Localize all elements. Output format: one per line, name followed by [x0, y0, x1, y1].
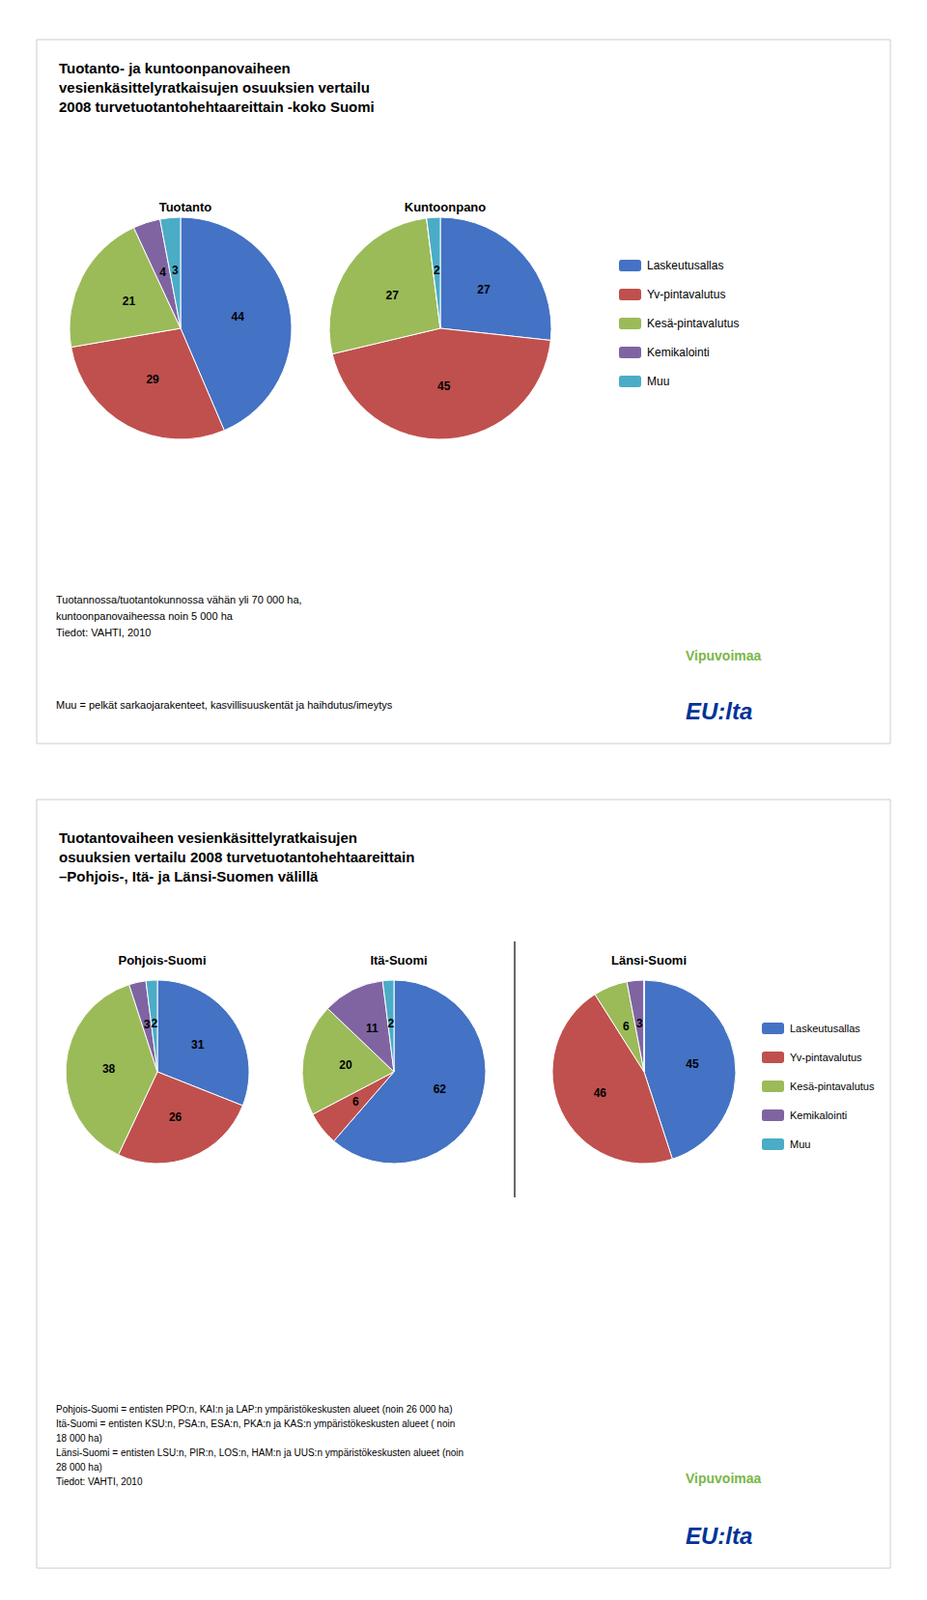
svg-text:11: 11 — [365, 1021, 379, 1036]
svg-text:3: 3 — [143, 1017, 151, 1032]
svg-text:Tuotantovaiheen vesienkäsittel: Tuotantovaiheen vesienkäsittelyratkaisuj… — [58, 829, 358, 846]
svg-text:27: 27 — [386, 288, 400, 303]
svg-text:Tuotannossa/tuotantokunnossa v: Tuotannossa/tuotantokunnossa vähän yli 7… — [56, 593, 303, 606]
svg-text:Muu: Muu — [646, 374, 670, 389]
svg-text:18 000 ha): 18 000 ha) — [56, 1432, 103, 1444]
svg-text:Tiedot: VAHTI, 2010: Tiedot: VAHTI, 2010 — [56, 1476, 143, 1488]
svg-text:2008 turvetuotantohehtaareitta: 2008 turvetuotantohehtaareittain -koko S… — [58, 98, 375, 115]
svg-text:Kemikalointi: Kemikalointi — [789, 1109, 847, 1122]
svg-text:Itä-Suomi = entisten KSU:n, PS: Itä-Suomi = entisten KSU:n, PSA:n, ESA:n… — [56, 1418, 455, 1430]
svg-text:Kesä-pintavalutus: Kesä-pintavalutus — [789, 1080, 875, 1093]
svg-text:28 000 ha): 28 000 ha) — [56, 1461, 103, 1473]
svg-text:2: 2 — [388, 1016, 395, 1031]
svg-text:Laskeutusallas: Laskeutusallas — [789, 1022, 861, 1035]
svg-text:Muu = pelkät sarkaojarakenteet: Muu = pelkät sarkaojarakenteet, kasvilli… — [56, 699, 394, 711]
svg-text:Tiedot: VAHTI, 2010: Tiedot: VAHTI, 2010 — [56, 626, 151, 639]
svg-text:Itä-Suomi: Itä-Suomi — [369, 953, 427, 968]
svg-text:6: 6 — [622, 1019, 630, 1034]
svg-text:Pohjois-Suomi: Pohjois-Suomi — [118, 953, 207, 968]
svg-text:38: 38 — [102, 1062, 116, 1076]
svg-text:44: 44 — [231, 309, 246, 324]
svg-text:Muu: Muu — [789, 1138, 811, 1151]
svg-text:27: 27 — [477, 282, 491, 297]
svg-text:Pohjois-Suomi = entisten PPO:n: Pohjois-Suomi = entisten PPO:n, KAI:n ja… — [56, 1404, 453, 1415]
svg-text:Yv-pintavalutus: Yv-pintavalutus — [789, 1051, 863, 1064]
svg-text:Länsi-Suomi: Länsi-Suomi — [611, 953, 687, 968]
svg-text:Länsi-Suomi = entisten LSU:n,: Länsi-Suomi = entisten LSU:n, PIR:n, LOS… — [56, 1447, 464, 1459]
svg-text:Tuotanto: Tuotanto — [159, 199, 213, 215]
svg-text:EU:lta: EU:lta — [685, 698, 753, 725]
svg-text:46: 46 — [593, 1086, 608, 1100]
svg-text:Tuotanto- ja kuntoonpanovaihee: Tuotanto- ja kuntoonpanovaiheen — [58, 59, 291, 77]
svg-text:21: 21 — [122, 294, 137, 309]
svg-text:Kuntoonpano: Kuntoonpano — [404, 199, 487, 215]
svg-text:Yv-pintavalutus: Yv-pintavalutus — [646, 287, 726, 302]
svg-text:45: 45 — [685, 1057, 700, 1071]
svg-text:2: 2 — [150, 1016, 158, 1031]
svg-text:kuntoonpanovaiheessa noin 5 00: kuntoonpanovaiheessa noin 5 000 ha — [56, 610, 234, 622]
svg-text:Laskeutusallas: Laskeutusallas — [646, 258, 724, 273]
svg-text:vesienkäsittelyratkaisujen osu: vesienkäsittelyratkaisujen osuuksien ver… — [58, 79, 370, 96]
svg-text:Vipuvoimaa: Vipuvoimaa — [685, 647, 762, 664]
svg-text:4: 4 — [159, 265, 167, 280]
svg-text:3: 3 — [171, 263, 179, 278]
svg-text:6: 6 — [352, 1095, 360, 1109]
svg-text:Kesä-pintavalutus: Kesä-pintavalutus — [646, 316, 739, 331]
svg-text:20: 20 — [338, 1058, 353, 1072]
svg-text:Vipuvoimaa: Vipuvoimaa — [685, 1470, 762, 1487]
svg-text:osuuksien vertailu 2008 turvet: osuuksien vertailu 2008 turvetuotantoheh… — [58, 848, 415, 866]
svg-text:62: 62 — [433, 1082, 448, 1096]
svg-text:2: 2 — [433, 263, 441, 278]
svg-text:–Pohjois-, Itä- ja Länsi-Suome: –Pohjois-, Itä- ja Länsi-Suomen välillä — [58, 868, 319, 885]
svg-text:EU:lta: EU:lta — [685, 1522, 753, 1549]
svg-text:3: 3 — [636, 1016, 644, 1031]
svg-text:45: 45 — [437, 379, 451, 394]
svg-text:29: 29 — [145, 372, 160, 387]
svg-text:26: 26 — [168, 1110, 183, 1124]
svg-text:31: 31 — [191, 1038, 205, 1052]
svg-text:Kemikalointi: Kemikalointi — [646, 345, 710, 360]
